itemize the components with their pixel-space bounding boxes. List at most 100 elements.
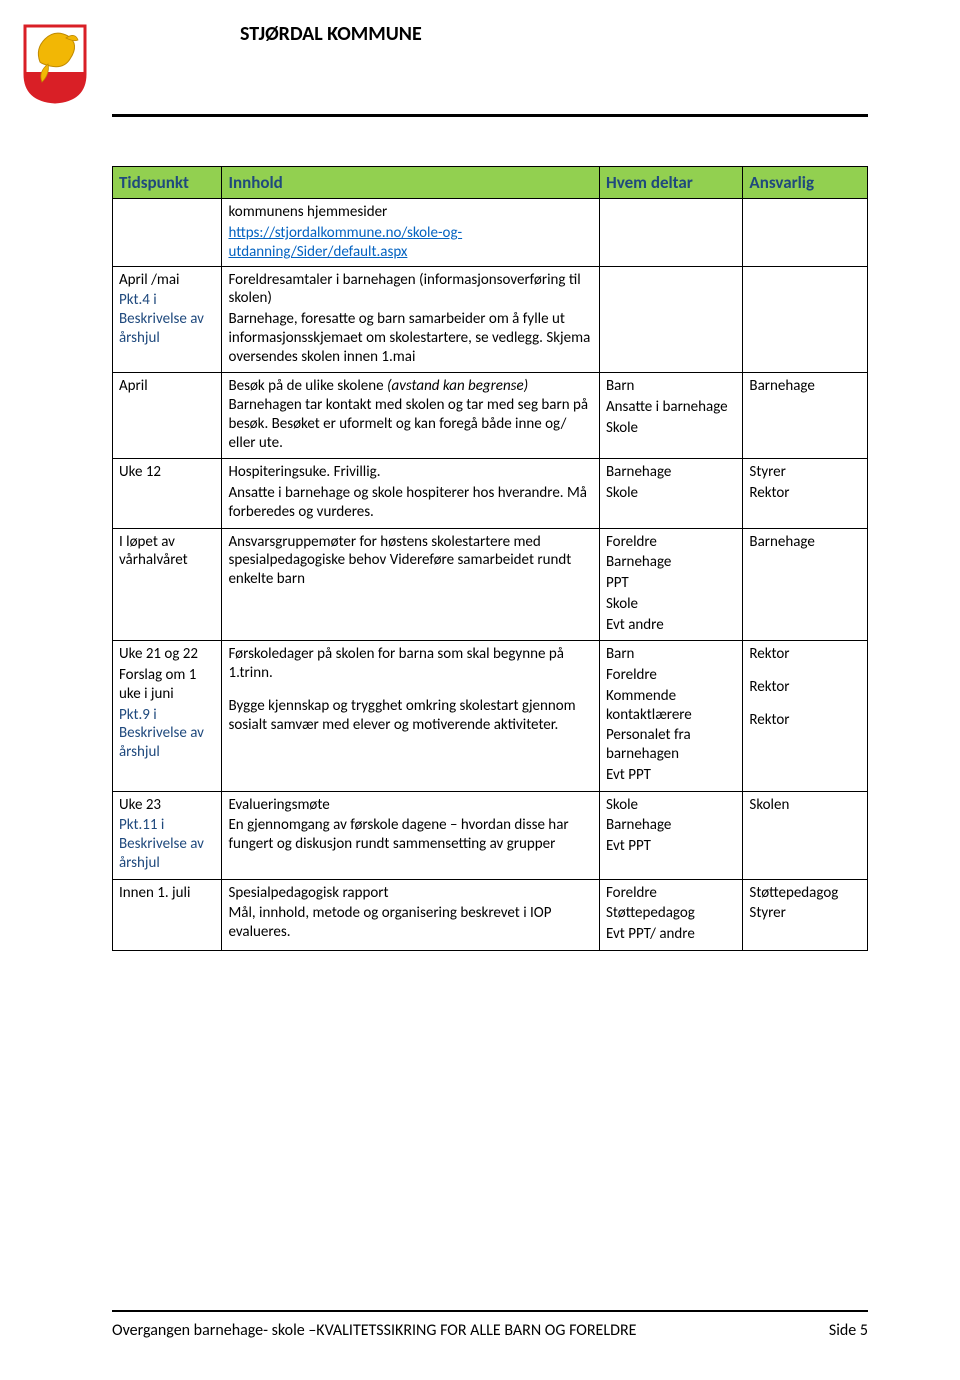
text: Evt andre (606, 616, 736, 635)
cell-tidspunkt: Uke 21 og 22 Forslag om 1 uke i juni Pkt… (113, 641, 222, 791)
cell-hvemdeltar: Foreldre Barnehage PPT Skole Evt andre (599, 528, 742, 641)
text: Barnehage (606, 816, 736, 835)
table-row: I løpet av vårhalvåret Ansvarsgruppemøte… (113, 528, 868, 641)
text: Styrer (749, 463, 861, 482)
table-row: kommunens hjemmesider https://stjordalko… (113, 199, 868, 266)
text: Rektor (749, 645, 861, 664)
text: Foreldre (606, 884, 736, 903)
text: Støttepedagog (749, 884, 861, 903)
text: Foreldresamtaler i barnehagen (informasj… (228, 271, 593, 309)
cell-innhold: Spesialpedagogisk rapport Mål, innhold, … (222, 879, 600, 950)
table-row: April Besøk på de ulike skolene (avstand… (113, 373, 868, 459)
text: Evalueringsmøte (228, 796, 593, 815)
text: Ansatte i barnehage og skole hospiterer … (228, 484, 593, 522)
cell-ansvarlig: Støttepedagog Styrer (743, 879, 868, 950)
cell-tidspunkt: I løpet av vårhalvåret (113, 528, 222, 641)
text: En gjennomgang av førskole dagene – hvor… (228, 816, 593, 854)
text: Foreldre (606, 666, 736, 685)
schedule-table: Tidspunkt Innhold Hvem deltar Ansvarlig … (112, 166, 868, 951)
table-row: April /mai Pkt.4 i Beskrivelse av årshju… (113, 266, 868, 373)
cell-hvemdeltar: Foreldre Støttepedagog Evt PPT/ andre (599, 879, 742, 950)
page-header: STJØRDAL KOMMUNE (0, 0, 960, 100)
table-row: Uke 23 Pkt.11 i Beskrivelse av årshjul E… (113, 791, 868, 879)
text: Støttepedagog (606, 904, 736, 923)
text: Besøk på de ulike skolene (228, 377, 387, 395)
cell-ansvarlig: Rektor Rektor Rektor (743, 641, 868, 791)
cell-ansvarlig (743, 266, 868, 373)
link-hjemmesider[interactable]: https://stjordalkommune.no/skole-og-utda… (228, 224, 462, 261)
cell-hvemdeltar (599, 199, 742, 266)
cell-hvemdeltar: Skole Barnehage Evt PPT (599, 791, 742, 879)
italic-text: (avstand kan begrense) (387, 377, 528, 395)
col-hvemdeltar: Hvem deltar (599, 167, 742, 199)
main-content: Tidspunkt Innhold Hvem deltar Ansvarlig … (112, 166, 868, 951)
cell-tidspunkt: April (113, 373, 222, 459)
cell-ansvarlig: Styrer Rektor (743, 459, 868, 528)
municipality-logo (20, 24, 90, 104)
text: PPT (606, 574, 736, 593)
text: Barn (606, 377, 736, 396)
text: Rektor (749, 484, 861, 503)
cell-ansvarlig (743, 199, 868, 266)
text: Barnehagen tar kontakt med skolen og tar… (228, 396, 593, 452)
text: Rektor (749, 711, 861, 730)
cell-tidspunkt (113, 199, 222, 266)
text: kommunens hjemmesider (228, 203, 593, 222)
text: Barnehage (606, 553, 736, 572)
cell-innhold: Ansvarsgruppemøter for høstens skolestar… (222, 528, 600, 641)
cell-tidspunkt: Innen 1. juli (113, 879, 222, 950)
cell-tidspunkt: April /mai Pkt.4 i Beskrivelse av årshju… (113, 266, 222, 373)
footer-right: Side 5 (829, 1321, 868, 1340)
text: Evt PPT (606, 766, 736, 785)
text: Uke 23 (119, 796, 215, 815)
table-header-row: Tidspunkt Innhold Hvem deltar Ansvarlig (113, 167, 868, 199)
text: Mål, innhold, metode og organisering bes… (228, 904, 593, 942)
page-footer: Overgangen barnehage- skole –KVALITETSSI… (112, 1321, 868, 1340)
cell-ansvarlig: Barnehage (743, 528, 868, 641)
col-innhold: Innhold (222, 167, 600, 199)
cell-innhold: Evalueringsmøte En gjennomgang av førsko… (222, 791, 600, 879)
text: Barn (606, 645, 736, 664)
text: Skole (606, 484, 736, 503)
text: April /mai (119, 271, 215, 290)
text: Evt PPT/ andre (606, 925, 736, 944)
cell-hvemdeltar: Barnehage Skole (599, 459, 742, 528)
text: Skole (606, 595, 736, 614)
text: Bygge kjennskap og trygghet omkring skol… (228, 697, 593, 735)
footer-left: Overgangen barnehage- skole –KVALITETSSI… (112, 1321, 636, 1340)
table-row: Innen 1. juli Spesialpedagogisk rapport … (113, 879, 868, 950)
text: Barnehage (606, 463, 736, 482)
text: Skole (606, 419, 736, 438)
cell-ansvarlig: Skolen (743, 791, 868, 879)
text: Uke 21 og 22 (119, 645, 215, 664)
col-tidspunkt: Tidspunkt (113, 167, 222, 199)
header-divider (112, 114, 868, 117)
text: Barnehage, foresatte og barn samarbeider… (228, 310, 593, 366)
text: Ansatte i barnehage (606, 398, 736, 417)
cell-innhold: Hospiteringsuke. Frivillig. Ansatte i ba… (222, 459, 600, 528)
cell-tidspunkt: Uke 12 (113, 459, 222, 528)
cell-innhold: Førskoledager på skolen for barna som sk… (222, 641, 600, 791)
cell-hvemdeltar (599, 266, 742, 373)
text: Forslag om 1 uke i juni (119, 666, 215, 704)
cell-innhold: Foreldresamtaler i barnehagen (informasj… (222, 266, 600, 373)
table-row: Uke 12 Hospiteringsuke. Frivillig. Ansat… (113, 459, 868, 528)
text: Personalet fra barnehagen (606, 726, 736, 764)
cell-hvemdeltar: Barn Ansatte i barnehage Skole (599, 373, 742, 459)
text: Spesialpedagogisk rapport (228, 884, 593, 903)
text: Foreldre (606, 533, 736, 552)
cell-ansvarlig: Barnehage (743, 373, 868, 459)
text: Kommende kontaktlærere (606, 687, 736, 725)
ref-text: Pkt.9 i Beskrivelse av årshjul (119, 706, 215, 762)
text: Styrer (749, 904, 861, 923)
text: Evt PPT (606, 837, 736, 856)
footer-divider (112, 1310, 868, 1312)
cell-innhold: Besøk på de ulike skolene (avstand kan b… (222, 373, 600, 459)
cell-innhold: kommunens hjemmesider https://stjordalko… (222, 199, 600, 266)
cell-hvemdeltar: Barn Foreldre Kommende kontaktlærere Per… (599, 641, 742, 791)
table-row: Uke 21 og 22 Forslag om 1 uke i juni Pkt… (113, 641, 868, 791)
text: Førskoledager på skolen for barna som sk… (228, 645, 593, 683)
header-title: STJØRDAL KOMMUNE (240, 22, 422, 46)
text: Hospiteringsuke. Frivillig. (228, 463, 593, 482)
cell-tidspunkt: Uke 23 Pkt.11 i Beskrivelse av årshjul (113, 791, 222, 879)
